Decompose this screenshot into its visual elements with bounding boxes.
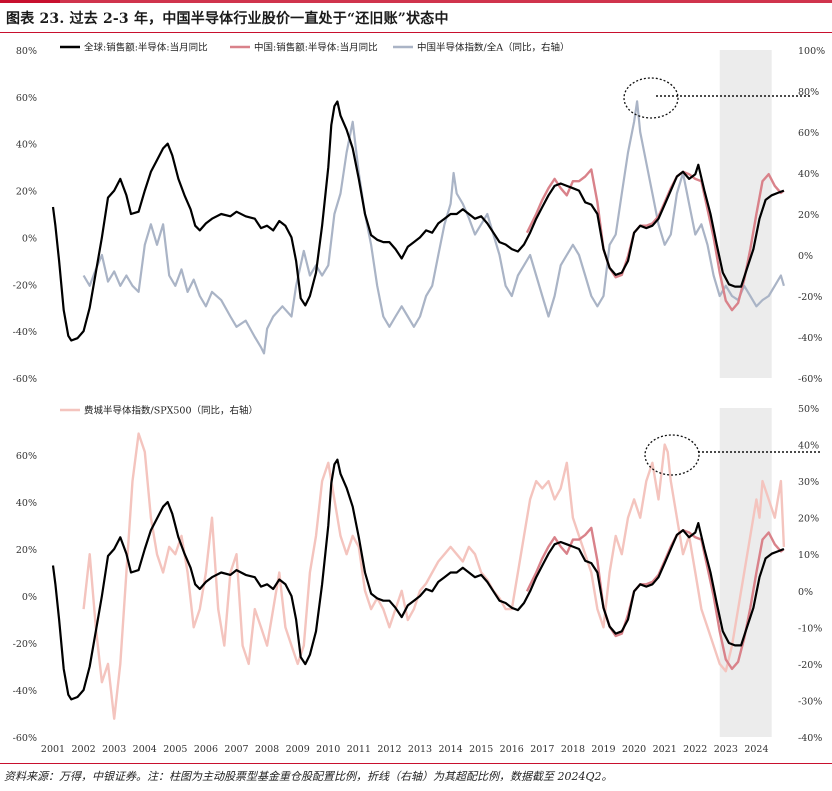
series-global-sales-line [51, 100, 785, 342]
x-tick-label: 2020 [622, 744, 646, 755]
y-right-tick-label: 40% [798, 441, 819, 452]
y-left-tick-label: 20% [16, 187, 37, 198]
x-tick-label: 2011 [347, 744, 371, 755]
x-tick-label: 2007 [224, 744, 248, 755]
panel-2: 60% 40% 20% 0% -20% -40% -60% 50% 40% 30% 20% 10% 0%… [13, 404, 823, 744]
legend-label: 中国:销售额:半导体:当月同比 [254, 42, 378, 54]
y-right-tick-label: -40% [798, 333, 822, 344]
y-left-tick-label: 40% [16, 140, 37, 151]
y-right-tick-label: 20% [798, 210, 819, 221]
figure-title: 图表 23. 过去 2-3 年，中国半导体行业股价一直处于“还旧账”状态中 [6, 11, 449, 27]
highlight-ellipse [644, 434, 700, 476]
y-right-tick-label: -60% [798, 374, 822, 385]
y-left-tick-label: 60% [16, 93, 37, 104]
y-right-tick-label: -20% [798, 292, 822, 303]
series-china-index-line [82, 100, 785, 355]
y-right-tick-label: 50% [798, 404, 819, 415]
x-tick-label: 2016 [500, 744, 524, 755]
y-right-tick-label: 100% [798, 46, 825, 57]
y-left-tick-label: -60% [13, 733, 37, 744]
y-left-tick-label: -20% [13, 280, 37, 291]
y-right-tick-label: 10% [798, 550, 819, 561]
chart-area: 80% 60% 40% 20% 0% -20% -40% -60% 100% 80% 60% 40% 2… [13, 42, 826, 756]
y-right-tick-label: 0% [798, 587, 813, 598]
bottom-rule [0, 763, 832, 764]
y-left-tick-label: 20% [16, 545, 37, 556]
panel-1: 80% 60% 40% 20% 0% -20% -40% -60% 100% 80% 60% 40% 2… [13, 42, 826, 386]
y-right-tick-label: -10% [798, 623, 822, 634]
x-tick-label: 2013 [408, 744, 432, 755]
x-tick-label: 2012 [377, 744, 401, 755]
x-tick-label: 2003 [102, 744, 126, 755]
y-right-tick-label: -40% [798, 733, 822, 744]
legend-label: 全球:销售额:半导体:当月同比 [84, 42, 208, 54]
y-right-tick-label: 0% [798, 251, 813, 262]
x-tick-label: 2005 [163, 744, 187, 755]
y-right-tick-label: -20% [798, 660, 822, 671]
legend-label: 中国半导体指数/全A（同比，右轴） [417, 42, 570, 54]
y-left-tick-label: 80% [16, 46, 37, 57]
x-tick-label: 2022 [683, 744, 707, 755]
legend-label: 费城半导体指数/SPX500（同比，右轴） [84, 405, 258, 417]
x-tick-label: 2004 [133, 744, 157, 755]
x-tick-label: 2015 [469, 744, 493, 755]
series-sox-line [82, 432, 786, 720]
y-left-tick-label: 0% [22, 592, 37, 603]
y-left-tick-label: 40% [16, 498, 37, 509]
x-tick-label: 2019 [591, 744, 615, 755]
y-right-tick-label: 40% [798, 169, 819, 180]
y-right-tick-label: 30% [798, 477, 819, 488]
x-tick-label: 2001 [41, 744, 65, 755]
x-tick-label: 2009 [286, 744, 310, 755]
y-right-tick-label: -30% [798, 696, 822, 707]
y-left-tick-label: 0% [22, 233, 37, 244]
x-tick-label: 2002 [71, 744, 95, 755]
title-rule [0, 32, 832, 33]
x-tick-label: 2021 [653, 744, 677, 755]
x-tick-label: 2010 [316, 744, 340, 755]
y-left-tick-label: -20% [13, 639, 37, 650]
x-tick-label: 2006 [194, 744, 218, 755]
y-right-tick-label: 60% [798, 128, 819, 139]
x-tick-label: 2008 [255, 744, 279, 755]
y-left-tick-label: -40% [13, 686, 37, 697]
x-tick-label: 2017 [530, 744, 554, 755]
y-left-tick-label: -40% [13, 327, 37, 338]
source-note: 资料来源：万得，中银证券。注：柱图为主动股票型基金重仓股配置比例，折线（右轴）为… [4, 770, 613, 783]
series-global-sales-line [51, 458, 785, 701]
y-right-tick-label: 80% [798, 87, 819, 98]
x-tick-label: 2024 [744, 744, 768, 755]
x-tick-label: 2023 [714, 744, 738, 755]
top-accent-bar [0, 0, 832, 3]
highlight-ellipse [623, 77, 679, 119]
shaded-region [719, 408, 772, 737]
y-left-tick-label: -60% [13, 374, 37, 385]
x-tick-label: 2018 [561, 744, 585, 755]
x-tick-label: 2014 [438, 744, 462, 755]
shaded-region [719, 50, 772, 378]
y-left-tick-label: 60% [16, 451, 37, 462]
y-right-tick-label: 20% [798, 514, 819, 525]
